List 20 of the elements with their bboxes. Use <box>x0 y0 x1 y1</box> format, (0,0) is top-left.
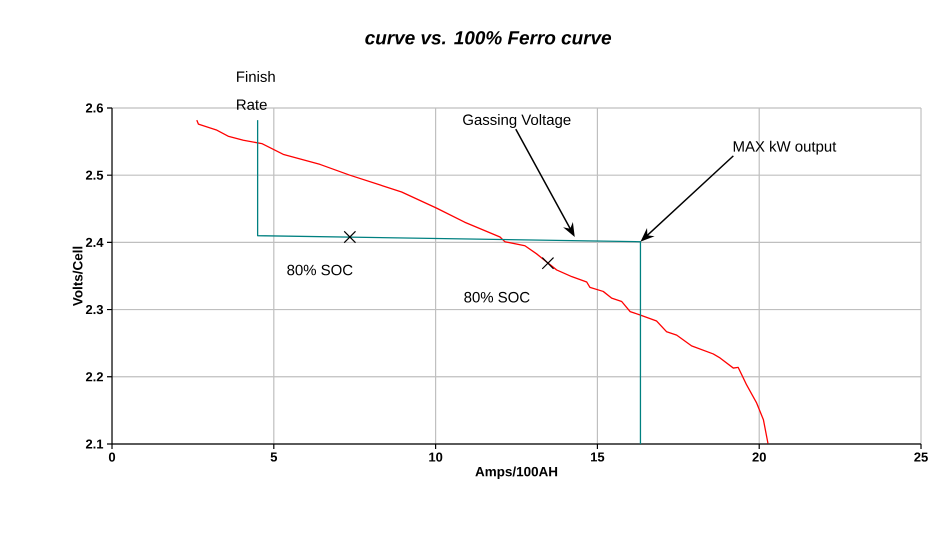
x-tick-label: 10 <box>429 452 442 462</box>
x-axis-title: Amps/100AH <box>475 466 558 480</box>
y-tick-label: 2.4 <box>86 238 104 247</box>
annotation: Gassing Voltage <box>463 114 570 128</box>
y-axis-title: Volts/Cell <box>72 246 83 306</box>
x-tick-label: 0 <box>108 452 116 462</box>
annotation: MAX kW output <box>734 140 836 155</box>
annotation: 80% SOC <box>464 292 530 302</box>
annotation: Finish Rate <box>237 71 275 110</box>
chart-title: curve vs. 100% Ferro curve <box>365 31 612 44</box>
x-tick-label: 20 <box>752 452 766 462</box>
y-tick-label: 2.5 <box>86 170 104 180</box>
x-tick-label: 5 <box>270 452 278 462</box>
y-tick-label: 2.1 <box>86 439 104 449</box>
y-tick-label: 2.6 <box>86 103 104 113</box>
annotation: 80% SOC <box>287 264 352 276</box>
y-tick-label: 2.3 <box>86 304 104 314</box>
x-tick-label: 25 <box>914 452 928 462</box>
x-tick-label: 15 <box>591 452 604 462</box>
y-tick-label: 2.2 <box>86 372 103 382</box>
